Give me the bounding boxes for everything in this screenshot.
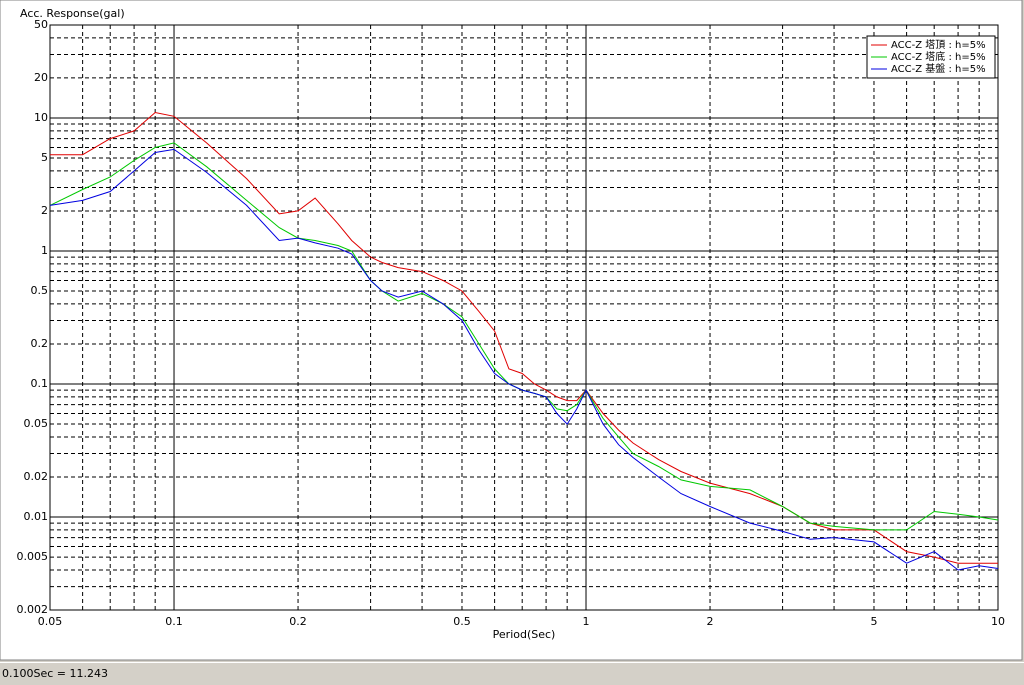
x-tick-label: 2: [707, 615, 714, 628]
x-tick-label: 10: [991, 615, 1005, 628]
plot-frame: [49, 24, 999, 611]
plot-area: [50, 25, 998, 610]
x-axis-title: Period(Sec): [493, 628, 556, 641]
x-tick-label: 0.1: [165, 615, 183, 628]
legend-label: ACC-Z 基盤 : h=5%: [891, 62, 986, 75]
y-tick-label: 5: [41, 151, 48, 164]
legend-label: ACC-Z 塔頂 : h=5%: [891, 38, 986, 51]
x-tick-label: 0.05: [38, 615, 63, 628]
y-tick-label: 2: [41, 204, 48, 217]
legend-label: ACC-Z 塔底 : h=5%: [891, 50, 986, 63]
y-tick-label: 0.05: [24, 417, 49, 430]
status-bar: 0.100Sec = 11.243: [0, 662, 1024, 685]
series-line: [49, 148, 999, 571]
y-tick-label: 20: [34, 71, 48, 84]
y-tick-label: 10: [34, 111, 48, 124]
y-tick-label: 0.005: [17, 550, 49, 563]
x-tick-label: 0.5: [453, 615, 471, 628]
y-tick-label: 1: [41, 244, 48, 257]
y-axis-title: Acc. Response(gal): [20, 7, 125, 20]
y-tick-label: 0.1: [31, 377, 49, 390]
y-tick-label: 0.5: [31, 284, 49, 297]
x-tick-label: 1: [583, 615, 590, 628]
x-tick-label: 5: [870, 615, 877, 628]
y-tick-label: 0.2: [31, 337, 49, 350]
legend-box: [866, 35, 996, 79]
y-tick-label: 0.01: [24, 510, 49, 523]
y-tick-label: 0.002: [17, 603, 49, 616]
x-tick-label: 0.2: [289, 615, 307, 628]
y-tick-label: 0.02: [24, 470, 49, 483]
chart: Acc. Response(gal) Period(Sec) 0.05 0.1 0.…: [0, 0, 1023, 661]
y-tick-label: 50: [34, 18, 48, 31]
